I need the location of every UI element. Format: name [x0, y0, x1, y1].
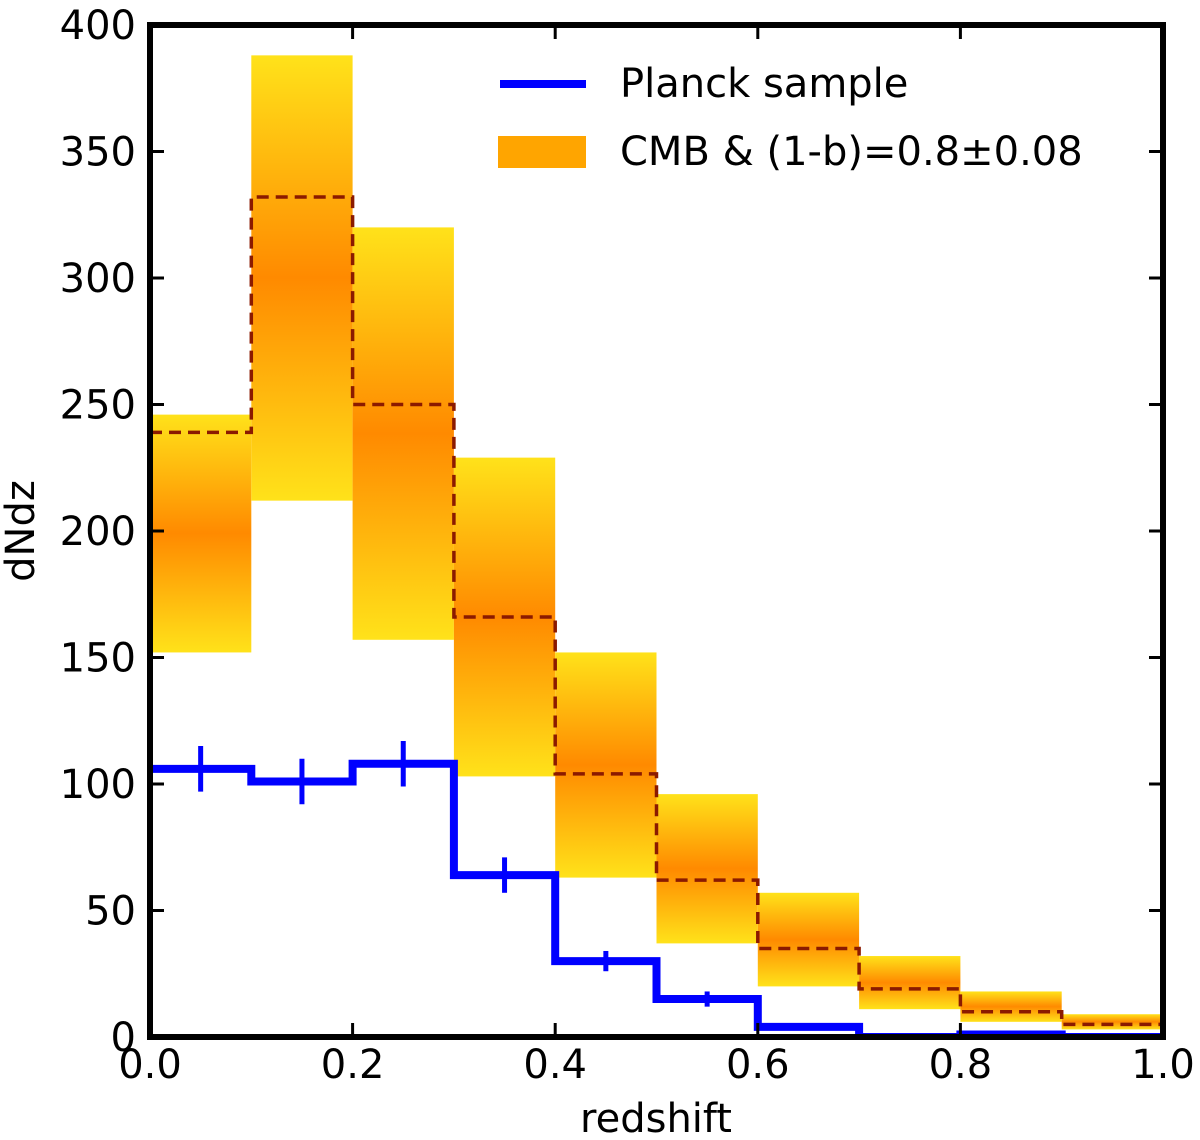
x-tick-label-2: 0.4 — [523, 1042, 587, 1088]
y-tick-label-0: 0 — [111, 1015, 136, 1061]
x-tick-label-1: 0.2 — [321, 1042, 385, 1088]
y-tick-label-8: 400 — [60, 3, 136, 49]
y-axis-label: dNdz — [0, 480, 44, 582]
axes-group: 0.0 0.2 0.4 0.6 0.8 1.0 0 50 100 150 200 250 300 350 4… — [60, 3, 1195, 1088]
x-tick-label-5: 1.0 — [1131, 1042, 1195, 1088]
y-tick-label-1: 50 — [85, 889, 136, 935]
legend: Planck sample CMB & (1-b)=0.8±0.08 — [498, 61, 1083, 175]
cmb-band-bin-1 — [251, 55, 353, 501]
cmb-band-bin-6 — [757, 892, 860, 987]
cmb-band-bin-9 — [1061, 1014, 1163, 1030]
x-tick-label-0: 0.0 — [118, 1042, 182, 1088]
cmb-band-group — [150, 55, 1163, 1030]
cmb-band-bin-2 — [352, 227, 454, 640]
cmb-band-bin-4 — [555, 652, 657, 878]
cmb-band-bin-5 — [656, 794, 758, 944]
legend-planck-label: Planck sample — [620, 61, 908, 107]
y-tick-label-5: 250 — [60, 383, 136, 429]
cmb-band-bin-0 — [150, 414, 252, 653]
x-axis-label: redshift — [580, 1096, 732, 1140]
legend-cmb-label: CMB & (1-b)=0.8±0.08 — [620, 129, 1083, 175]
cmb-median-group — [150, 195, 1163, 1027]
x-tick-label-4: 0.8 — [929, 1042, 993, 1088]
y-tick-label-7: 350 — [60, 130, 136, 176]
cmb-median-line — [150, 195, 1163, 1027]
x-tick-label-3: 0.6 — [726, 1042, 790, 1088]
y-tick-label-3: 150 — [60, 636, 136, 682]
cmb-band-bin-7 — [859, 956, 961, 1010]
y-tick-label-2: 100 — [60, 762, 136, 808]
cmb-band-bin-8 — [960, 991, 1062, 1022]
y-tick-label-6: 300 — [60, 256, 136, 302]
y-tick-label-4: 200 — [60, 509, 136, 555]
legend-cmb-swatch — [498, 136, 586, 168]
